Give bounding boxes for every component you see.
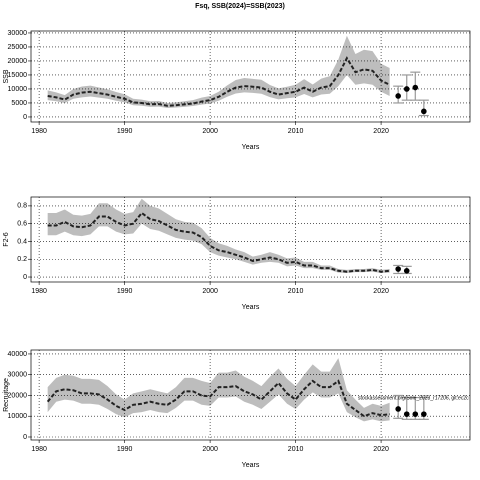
x-tick-label: 2010 (288, 128, 304, 135)
y-tick-label: 0.6 (17, 221, 27, 228)
estimate-line (47, 211, 390, 273)
x-tick-label: 2020 (373, 288, 389, 295)
y-tick-label: 5000 (11, 100, 27, 107)
x-axis-label: Years (242, 144, 260, 151)
y-tick-label: 15000 (8, 72, 28, 79)
y-tick-label: 10000 (8, 413, 28, 420)
y-tick-label: 0.8 (17, 203, 27, 210)
y-tick-label: 0.4 (17, 238, 27, 245)
projection-point (412, 411, 419, 417)
x-axis-label: Years (242, 462, 260, 469)
projection-point (403, 411, 410, 417)
y-tick-label: 40000 (8, 351, 28, 358)
y-axis-label: SSB (3, 69, 10, 83)
x-tick-label: 1990 (117, 446, 133, 453)
plot-frame (30, 349, 471, 441)
x-tick-label: 2020 (373, 128, 389, 135)
estimate-line (46, 379, 390, 418)
confidence-band (47, 198, 390, 274)
y-axis-label: Recruitage (3, 378, 10, 412)
x-tick-label: 2000 (202, 288, 218, 295)
y-tick-label: 0 (23, 434, 27, 441)
x-tick-label: 2010 (288, 446, 304, 453)
x-axis-label: Years (242, 304, 260, 311)
y-tick-label: 0.2 (17, 256, 27, 263)
confidence-band (47, 358, 390, 422)
x-tick-label: 1990 (117, 288, 133, 295)
annotation: stockassessment.org/Sole_2023_r17206, gi… (358, 395, 469, 401)
projection-point (403, 86, 410, 92)
plot-frame (30, 30, 471, 123)
x-tick-label: 1980 (31, 128, 47, 135)
plot-frame (30, 196, 471, 283)
x-tick-label: 1980 (31, 288, 47, 295)
projection-point (395, 93, 401, 99)
x-tick-label: 1990 (117, 128, 133, 135)
y-tick-label: 0 (23, 114, 27, 121)
x-tick-label: 2020 (373, 446, 389, 453)
y-tick-label: 20000 (8, 58, 28, 65)
projection-point (421, 108, 427, 115)
projection-point (421, 411, 427, 417)
confidence-band (47, 35, 390, 109)
y-tick-label: 25000 (8, 44, 28, 51)
y-tick-label: 30000 (8, 30, 28, 37)
y-axis-label: F2-6 (3, 232, 10, 247)
projection-point (395, 406, 401, 412)
y-tick-label: 10000 (8, 86, 28, 93)
x-tick-label: 2000 (202, 446, 218, 453)
y-tick-label: 0 (23, 274, 27, 281)
y-tick-label: 20000 (8, 392, 28, 399)
y-tick-label: 30000 (8, 372, 28, 379)
projection-point (395, 266, 401, 272)
chart-title: Fsq, SSB(2024)=SSB(2023) (195, 3, 285, 10)
x-tick-label: 2000 (202, 128, 218, 135)
x-tick-label: 1980 (31, 446, 47, 453)
estimate-line (47, 56, 391, 107)
projection-point (412, 84, 419, 91)
projection-point (403, 267, 410, 274)
x-tick-label: 2010 (288, 288, 304, 295)
